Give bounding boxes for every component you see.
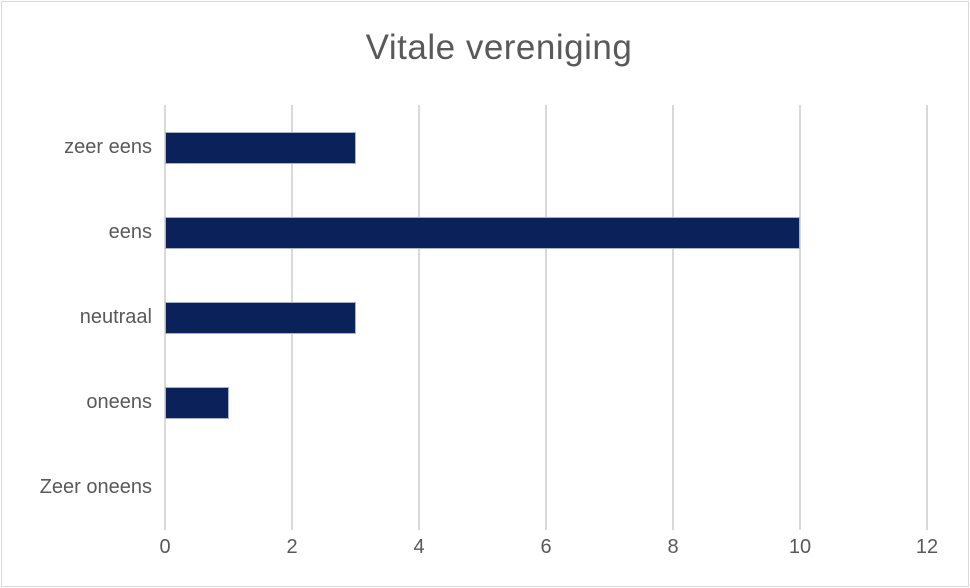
bar: [165, 386, 229, 419]
tick-label: 12: [915, 536, 939, 558]
category-axis: zeer eens eens neutraal oneens Zeer oneens: [2, 105, 152, 530]
gridline: [545, 105, 547, 530]
bar: [165, 216, 800, 249]
category-label: oneens: [86, 391, 152, 413]
category-label: zeer eens: [64, 136, 152, 158]
gridline: [799, 105, 801, 530]
plot-area: [164, 105, 928, 530]
category-label: eens: [108, 221, 152, 243]
tick-label: 10: [788, 536, 812, 558]
category-label: neutraal: [79, 306, 152, 328]
gridline: [672, 105, 674, 530]
tick-label: 0: [159, 536, 171, 558]
bar: [165, 131, 356, 164]
bar: [165, 301, 356, 334]
tick-label: 6: [540, 536, 552, 558]
gridline: [418, 105, 420, 530]
value-axis: 0 2 4 6 8 10 12: [159, 536, 938, 566]
tick-label: 4: [413, 536, 425, 558]
tick-label: 2: [286, 536, 298, 558]
chart-title: Vitale vereniging: [365, 28, 633, 67]
category-label: Zeer oneens: [39, 476, 152, 498]
tick-label: 8: [667, 536, 679, 558]
gridline: [926, 105, 928, 530]
